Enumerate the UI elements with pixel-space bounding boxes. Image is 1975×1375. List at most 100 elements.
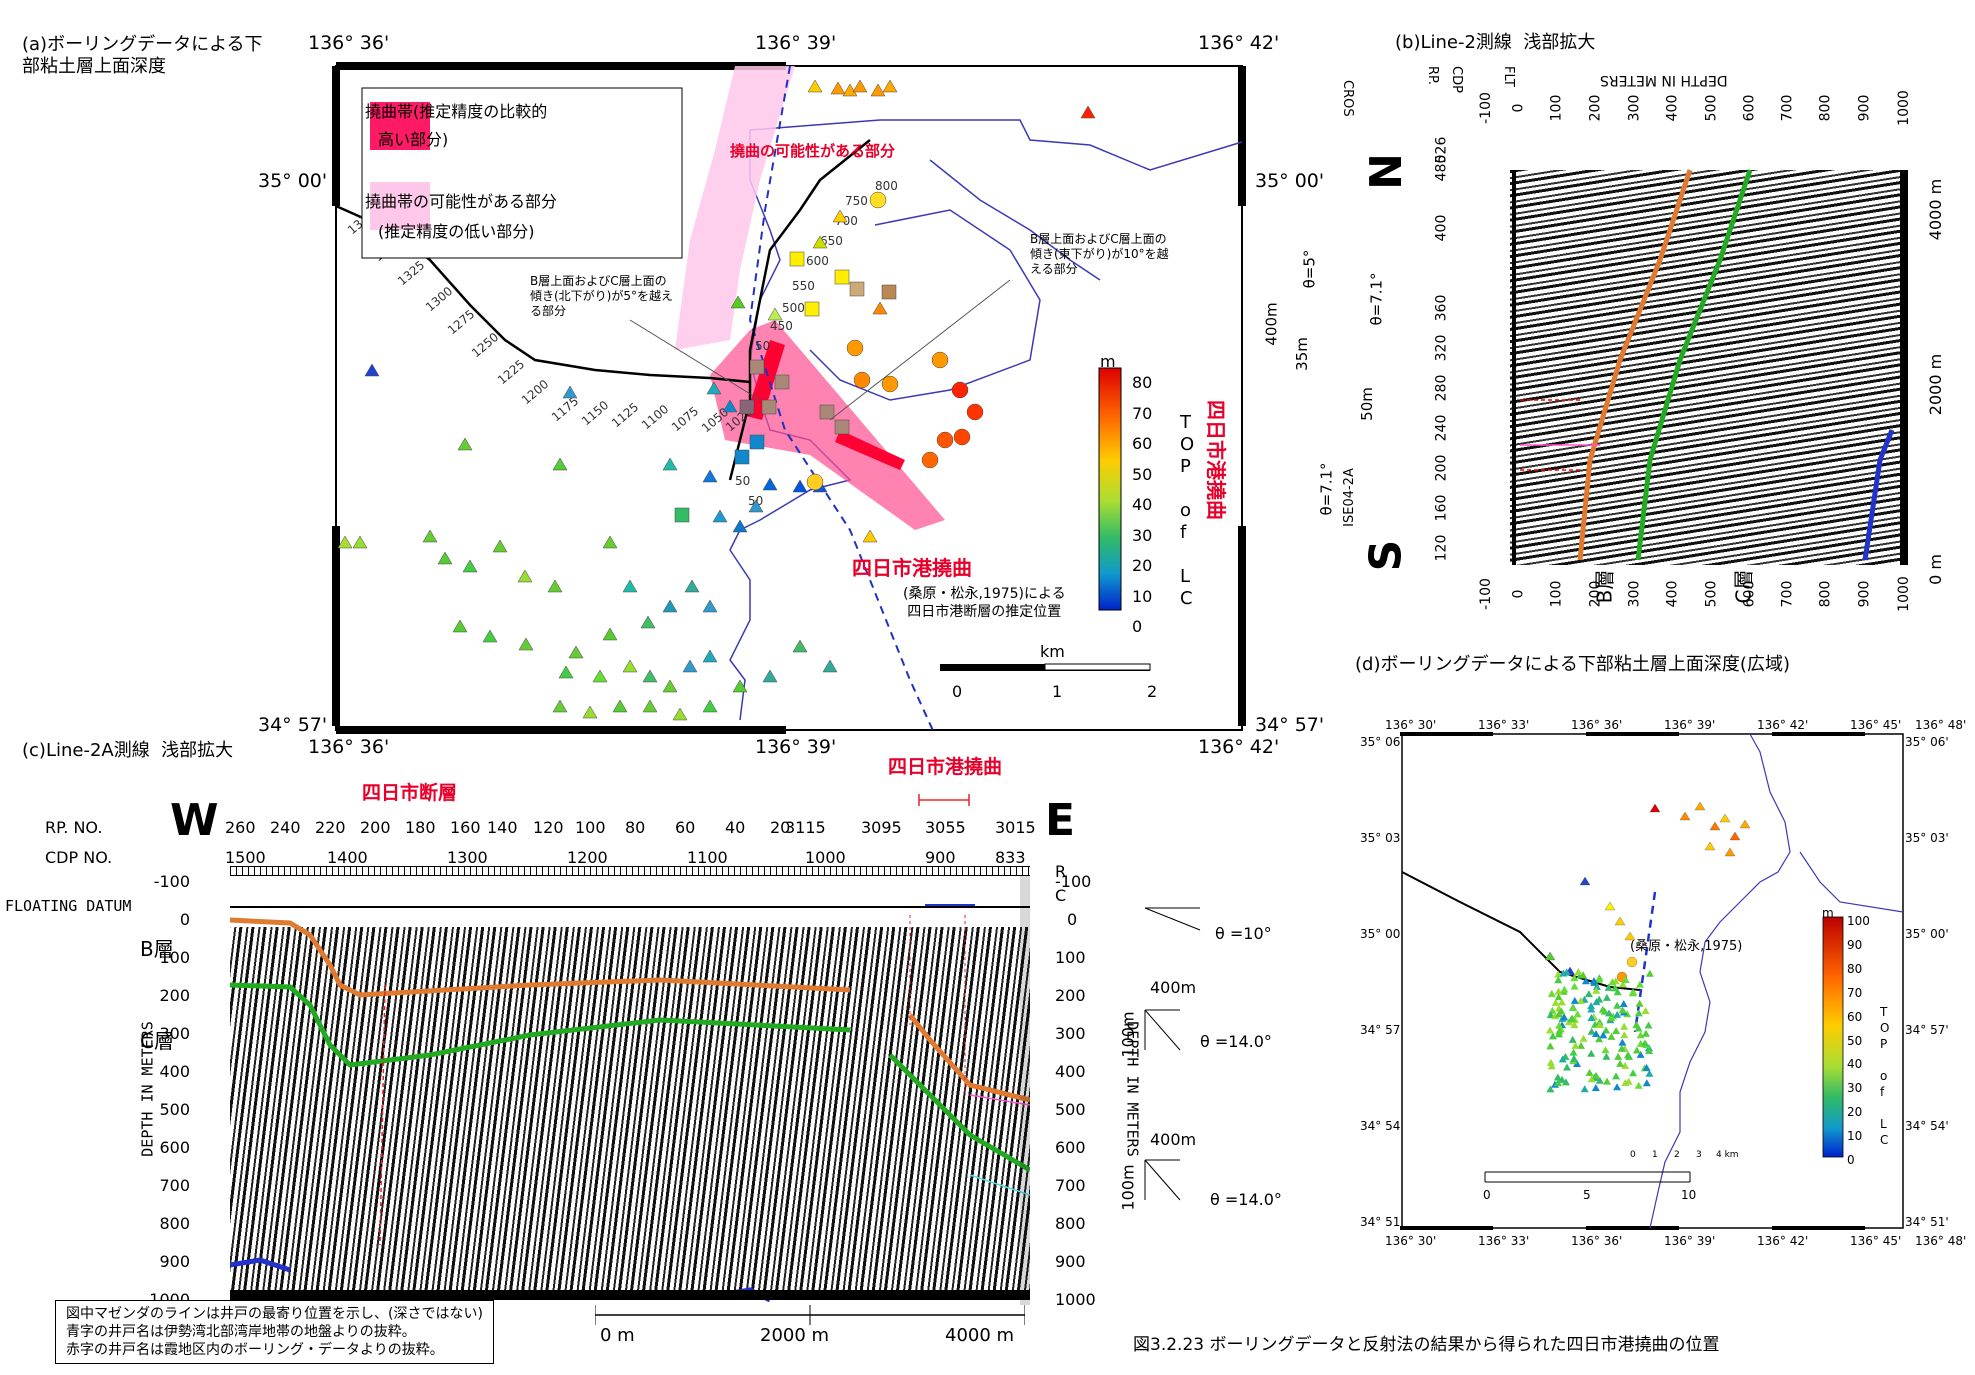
well-marker [1592,983,1601,991]
well-marker [1592,986,1601,994]
panel-c-title: (c)Line-2A測線 浅部拡大 [22,740,234,761]
well-marker [1599,1031,1608,1039]
well-marker [1613,1010,1622,1018]
well-marker [1554,976,1563,984]
well-marker [1557,1007,1566,1015]
well-marker [1559,969,1568,977]
map-a: 1375 1350 1325 1300 1275 1250 1225 1200 … [332,62,1246,735]
depth-ticks-c-right: R C -100 0 100 200 300 400 500 600 700 8… [1055,862,1096,1309]
layer-b-c: B層 [140,937,174,961]
well-marker [1587,1014,1596,1022]
scale-b-2000: 2000 m [1926,353,1946,416]
possible-flexure-label: 撓曲の可能性がある部分 [730,142,896,160]
well-marker [1632,1020,1641,1028]
well-marker [1634,1081,1643,1089]
well-marker [1619,1000,1628,1008]
depth-ticks-c-left: -100 0 100 200 300 400 500 600 700 800 9… [149,872,190,1309]
well-marker [1587,1049,1596,1057]
well-marker [1604,983,1613,991]
seismic-section-c [230,905,1030,1295]
well-marker [1570,1021,1579,1029]
theta-bot: θ =14.0° [1210,1190,1282,1209]
well-marker [1608,978,1617,986]
well-marker [1602,993,1611,1001]
panel-b-title: (b)Line-2測線 浅部拡大 [1395,32,1596,53]
note-box: 図中マゼンダのラインは井戸の最寄り位置を示し、(深さではない) 青字の井戸名は伊… [55,1300,494,1364]
lon-label: 136° 42' [1198,32,1280,54]
theta-mid: θ =14.0° [1200,1032,1272,1051]
scale-bar-c [595,1305,1025,1325]
well-marker [1576,997,1585,1005]
well-marker [1579,1034,1588,1042]
well-marker [1613,988,1622,996]
well-marker [1634,1024,1643,1032]
kuwahara-label: (桑原・松永,1975)による 四日市港断層の推定位置 [903,586,1066,620]
scale-small-d: 0 1 2 3 4 km [1630,1150,1739,1160]
theta-b1: θ=5° [1300,249,1319,289]
well-marker [1554,993,1563,1001]
panel-d-title: (d)ボーリングデータによる下部粘土層上面深度(広域) [1355,654,1790,675]
well-marker [1613,1083,1622,1091]
angle-diagrams-c [1144,907,1201,1201]
well-marker [1641,1029,1650,1037]
well-marker [1645,1069,1654,1077]
dist-35: 35m [1292,337,1311,371]
well-marker [1642,1079,1651,1087]
theta-b2: θ=7.1° [1367,272,1386,326]
well-marker [1558,1075,1567,1083]
lat-col-d-left: 35° 06' 35° 03' 35° 00' 34° 57' 34° 54' … [1360,735,1404,1229]
scale-c-0: 0 m [600,1325,635,1346]
well-marker [1614,1052,1623,1060]
flexure-c-label: 四日市港撓曲 [888,756,1003,778]
well-marker [1568,1004,1577,1012]
well-marker [1601,1046,1610,1054]
svg-text:550: 550 [792,279,815,293]
lon-label: 136° 36' [308,32,390,54]
flexure-c-bracket [918,794,970,806]
well-marker [1616,1059,1625,1067]
well-marker [1585,1068,1594,1076]
well-marker [1555,1027,1564,1035]
well-marker [1553,1073,1562,1081]
colorbar-unit-d: m [1822,906,1834,920]
well-marker [1617,1044,1626,1052]
cdp-no-label: CDP NO. [45,848,113,867]
well-marker [1568,1035,1577,1043]
svg-text:500: 500 [782,301,805,315]
well-marker [1605,1009,1614,1017]
well-marker [1642,1063,1651,1071]
colorbar-ticks: 80 70 60 50 40 30 20 10 0 [1132,373,1153,636]
well-marker [1645,1047,1654,1055]
scale-c-2000: 2000 m [760,1325,830,1346]
figure-caption: 図3.2.23 ボーリングデータと反射法の結果から得られた四日市港撓曲の位置 [1133,1335,1720,1355]
lon-label: 136° 39' [755,32,837,54]
green-well-cluster [1546,968,1654,1093]
lat-col-d-right: 35° 06' 35° 03' 35° 00' 34° 57' 34° 54' … [1905,735,1949,1229]
well-marker [1551,998,1560,1006]
well-marker [1557,998,1566,1006]
rp-ticks: 120 160 200 240 280 320 360 400 480 526 [1433,136,1450,562]
west-label: W [170,795,219,846]
well-marker [1546,1058,1555,1066]
dist-400b: 400m [1150,1130,1197,1149]
well-marker [1595,1035,1604,1043]
lon-row-d-bottom: 136° 30' 136° 33' 136° 36' 136° 39' 136°… [1385,1234,1967,1248]
scale-c-4000: 4000 m [945,1325,1015,1346]
well-marker [1548,1032,1557,1040]
south-label: S [1360,539,1412,572]
scale-tick: 1 [1052,682,1063,701]
well-marker [1587,1005,1596,1013]
well-marker [1563,1063,1572,1071]
theta-top: θ =10° [1215,924,1272,943]
colorbar-unit: m [1100,352,1116,371]
well-marker [1635,999,1644,1007]
well-marker [1607,1032,1616,1040]
dist-400a: 400m [1150,978,1197,997]
annotation-north: B層上面およびC層上面の 傾き(北下がり)が5°を越え る部分 [530,274,673,318]
well-marker [1591,1084,1600,1092]
legend-item1-line2: 高い部分) [378,130,449,149]
kuwahara-d: (桑原・松永,1975) [1630,939,1743,954]
well-marker [1618,980,1627,988]
well-marker [1636,1050,1645,1058]
well-marker [1570,974,1579,982]
